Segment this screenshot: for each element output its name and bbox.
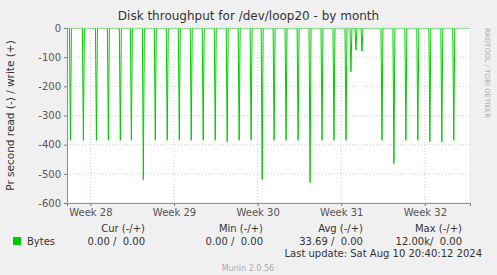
y-tick-label: -600 <box>38 198 61 209</box>
chart: -600-500-400-300-200-1000Week 28Week 29W… <box>0 0 497 275</box>
x-tick-label: Week 29 <box>153 207 196 218</box>
x-axis: Week 28 Week 29 Week 30 Week 31 Week 32 <box>68 203 471 218</box>
plot-frame <box>67 28 470 203</box>
x-axis-line <box>68 204 471 207</box>
footer: Munin 2.0.56 <box>222 264 274 273</box>
summary-value: 12.00k/ 0.00 <box>396 236 462 247</box>
y-tick-label: -300 <box>38 110 61 121</box>
y-tick-label: -500 <box>38 169 61 180</box>
y-tick: -400 <box>38 139 67 150</box>
summary-value: 0.00 / 0.00 <box>206 236 263 247</box>
x-tick: Week 29 <box>153 203 196 218</box>
watermark: RRDTOOL / TOBI OETIKER <box>483 28 491 118</box>
grid-line-y <box>67 115 470 116</box>
series-line <box>67 28 470 183</box>
y-tick: -100 <box>38 52 67 63</box>
y-tick: -300 <box>38 110 67 121</box>
x-tick-label: Week 31 <box>320 207 363 218</box>
legend-swatch <box>13 237 21 245</box>
y-tick-mark <box>64 28 67 29</box>
x-tick-mark <box>425 203 426 206</box>
y-tick-mark <box>64 116 67 117</box>
grid-line-x <box>174 28 175 203</box>
x-tick-label: Week 32 <box>404 207 447 218</box>
y-tick-label: -100 <box>38 52 61 63</box>
grid-line-x <box>90 28 91 203</box>
grid <box>67 28 470 203</box>
grid-line-x <box>424 28 425 203</box>
summary-value: 0.00 / 0.00 <box>88 236 145 247</box>
grid-line-y <box>67 144 470 145</box>
grid-line-x <box>341 28 342 203</box>
last-update: Last update: Sat Aug 10 20:40:12 2024 <box>284 248 482 259</box>
x-tick: Week 32 <box>404 203 447 218</box>
y-tick: -600 <box>38 198 67 209</box>
y-tick-mark <box>64 57 67 58</box>
y-axis: -600 -500 -400 -300 -200 -100 0 <box>38 23 67 209</box>
y-tick: -200 <box>38 81 67 92</box>
grid-line-y <box>67 57 470 58</box>
summary-header: Avg (-/+) <box>318 223 363 234</box>
x-tick: Week 28 <box>69 203 112 218</box>
x-tick: Week 30 <box>236 203 279 218</box>
y-tick-label: -200 <box>38 81 61 92</box>
legend-label: Bytes <box>27 236 55 247</box>
summary-value: 33.69 / 0.00 <box>299 236 363 247</box>
grid-line-x <box>257 28 258 203</box>
plot-area <box>67 28 470 203</box>
y-axis-title: Pr second read (-) / write (+) <box>4 40 16 191</box>
y-tick: 0 <box>55 23 67 34</box>
x-tick-label: Week 30 <box>236 207 279 218</box>
title: Disk throughput for /dev/loop20 - by mon… <box>118 9 379 23</box>
grid-line-y <box>67 86 470 87</box>
summary-header: Cur (-/+) <box>101 223 145 234</box>
x-tick: Week 31 <box>320 203 363 218</box>
summary-header: Min (-/+) <box>219 223 263 234</box>
y-tick-mark <box>64 174 67 175</box>
x-tick-mark <box>258 203 259 206</box>
summary-header: Max (-/+) <box>415 223 462 234</box>
y-tick: -500 <box>38 169 67 180</box>
y-tick-mark <box>64 86 67 87</box>
x-tick-label: Week 28 <box>69 207 112 218</box>
y-tick-mark <box>64 203 67 204</box>
grid-line-y <box>67 173 470 174</box>
marks <box>67 28 470 183</box>
x-tick-mark <box>90 203 91 206</box>
background <box>0 0 497 275</box>
y-tick-label: 0 <box>55 23 61 34</box>
y-tick-label: -400 <box>38 139 61 150</box>
x-tick-mark <box>341 203 342 206</box>
y-tick-mark <box>64 145 67 146</box>
x-tick-mark <box>174 203 175 206</box>
